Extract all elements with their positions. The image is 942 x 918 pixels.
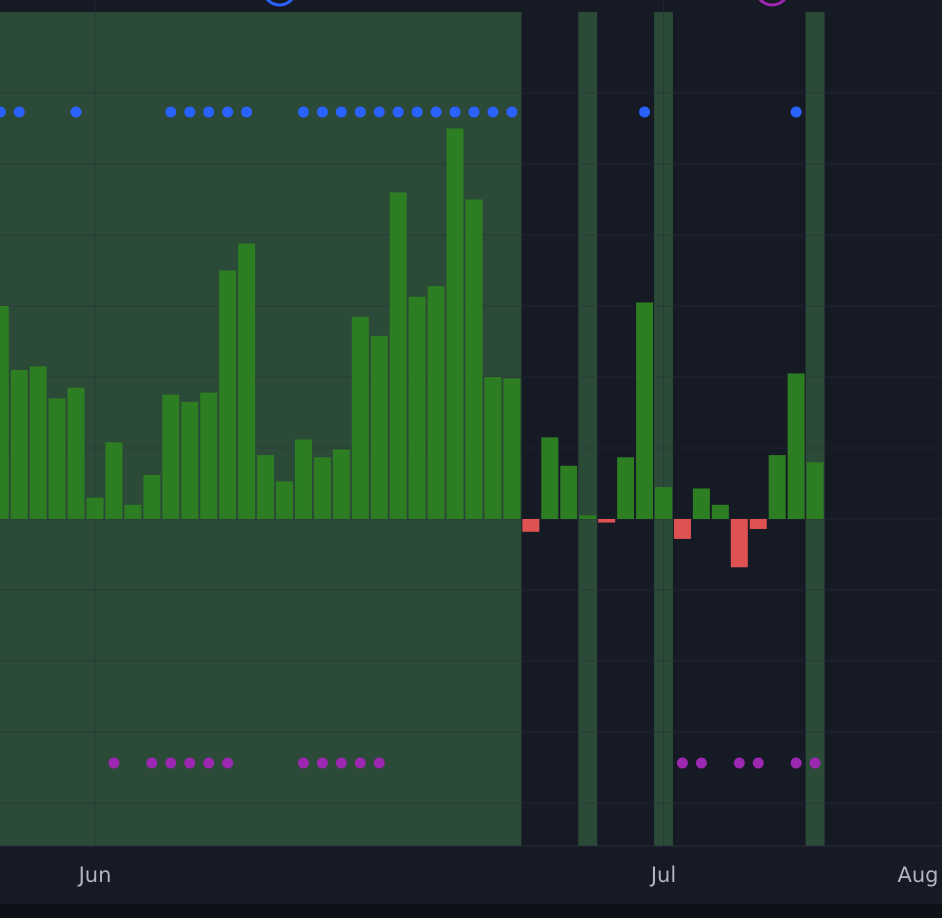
bar[interactable]: [105, 442, 123, 519]
bar[interactable]: [598, 519, 616, 523]
x-tick-label-jul: Jul: [649, 863, 676, 887]
bar[interactable]: [560, 465, 578, 519]
bottom-dot: [146, 757, 158, 769]
event-marker-1[interactable]: [756, 0, 788, 7]
bar[interactable]: [389, 192, 407, 519]
top-dot-series: [0, 106, 802, 118]
bottom-dot: [297, 757, 309, 769]
bottom-dot: [354, 757, 366, 769]
bar[interactable]: [29, 366, 47, 519]
time-axis-background: [0, 846, 942, 904]
bar[interactable]: [446, 128, 464, 520]
bar[interactable]: [541, 437, 559, 519]
bar[interactable]: [313, 457, 331, 519]
top-dot: [316, 106, 328, 118]
top-dot: [506, 106, 518, 118]
x-tick-label-aug: Aug: [897, 863, 938, 887]
top-dot: [354, 106, 366, 118]
top-dot: [70, 106, 82, 118]
event-marker-0[interactable]: [264, 0, 296, 7]
bar[interactable]: [67, 387, 85, 519]
bottom-dot: [222, 757, 234, 769]
top-dot: [392, 106, 404, 118]
bottom-dot: [790, 757, 802, 769]
bottom-dot: [809, 757, 821, 769]
bar-series: [0, 128, 824, 568]
top-dot: [373, 106, 385, 118]
bar[interactable]: [332, 449, 350, 519]
top-dot: [241, 106, 253, 118]
highlight-band-3: [805, 12, 825, 846]
top-dot: [335, 106, 347, 118]
bar[interactable]: [579, 515, 597, 519]
time-axis[interactable]: Jun Jul Aug: [77, 863, 939, 887]
top-dot: [411, 106, 423, 118]
bar[interactable]: [711, 504, 729, 519]
bar[interactable]: [465, 199, 483, 520]
bar[interactable]: [692, 488, 710, 519]
bar[interactable]: [219, 270, 237, 520]
x-tick-label-jun: Jun: [77, 863, 112, 887]
bar[interactable]: [370, 335, 388, 519]
bar[interactable]: [124, 504, 142, 519]
bar[interactable]: [730, 519, 748, 568]
top-dot: [790, 106, 802, 118]
bar[interactable]: [143, 474, 161, 519]
top-dot: [639, 106, 651, 118]
top-dot: [297, 106, 309, 118]
top-dot: [468, 106, 480, 118]
bar[interactable]: [617, 457, 635, 519]
bar[interactable]: [181, 401, 199, 519]
bar[interactable]: [48, 398, 66, 519]
bar[interactable]: [294, 439, 312, 519]
bar[interactable]: [636, 302, 654, 519]
bottom-dot: [373, 757, 385, 769]
bar[interactable]: [806, 462, 824, 519]
bottom-dot: [184, 757, 196, 769]
highlight-band-1: [578, 12, 598, 846]
bottom-dot: [108, 757, 120, 769]
top-dot: [165, 106, 177, 118]
top-dot: [222, 106, 234, 118]
top-dot: [203, 106, 215, 118]
bar[interactable]: [86, 497, 104, 519]
top-dot: [430, 106, 442, 118]
bar[interactable]: [0, 306, 9, 519]
bottom-dot: [752, 757, 764, 769]
bar[interactable]: [408, 296, 426, 519]
bottom-dot-series: [108, 757, 821, 769]
bar[interactable]: [522, 519, 540, 532]
bar[interactable]: [484, 377, 502, 519]
bar[interactable]: [200, 392, 218, 519]
bar[interactable]: [427, 286, 445, 519]
bottom-dot: [165, 757, 177, 769]
bar[interactable]: [10, 369, 28, 519]
bar[interactable]: [787, 373, 805, 519]
bar[interactable]: [238, 243, 256, 519]
top-dot: [0, 106, 6, 118]
bottom-dot: [335, 757, 347, 769]
bottom-dot: [316, 757, 328, 769]
bar[interactable]: [655, 487, 672, 519]
bar[interactable]: [351, 316, 369, 519]
top-dot: [13, 106, 25, 118]
bar[interactable]: [162, 394, 180, 519]
top-dot: [184, 106, 196, 118]
bottom-strip: [0, 904, 942, 918]
top-dot: [487, 106, 499, 118]
bar[interactable]: [503, 378, 521, 519]
bar[interactable]: [673, 519, 691, 539]
bottom-dot: [676, 757, 688, 769]
top-dot: [449, 106, 461, 118]
bar[interactable]: [257, 455, 275, 519]
bar[interactable]: [768, 455, 786, 519]
bottom-dot: [733, 757, 745, 769]
top-markers: [264, 0, 788, 7]
bottom-dot: [695, 757, 707, 769]
bar[interactable]: [276, 481, 293, 519]
bottom-dot: [203, 757, 215, 769]
bar[interactable]: [749, 519, 767, 529]
